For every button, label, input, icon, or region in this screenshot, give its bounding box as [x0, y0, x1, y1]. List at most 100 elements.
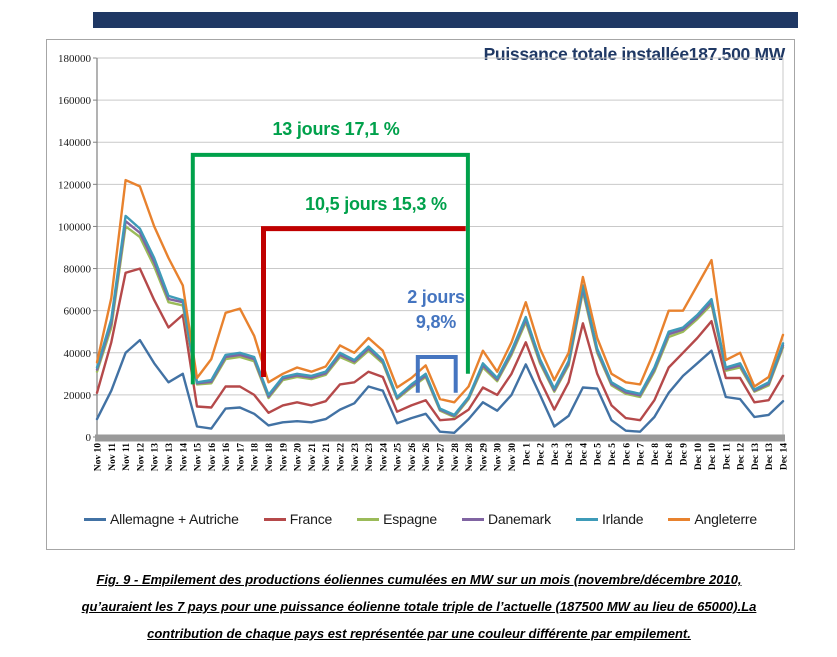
- x-tick-label: Dec 14: [780, 443, 790, 470]
- x-tick-label: Nov 16: [222, 443, 232, 471]
- x-tick-label: Nov 30: [494, 443, 504, 471]
- y-tick-label: 100000: [58, 221, 92, 233]
- x-tick-label: Nov 22: [337, 443, 347, 471]
- series-line-irlande: [95, 214, 785, 417]
- x-tick-label: Nov 17: [236, 443, 246, 471]
- top-decoration-bar: [93, 12, 798, 28]
- legend-label-angleterre: Angleterre: [694, 511, 757, 527]
- bracket-10-5-jours: [261, 226, 466, 377]
- legend-swatch-irlande: [575, 517, 598, 521]
- chart-legend: Allemagne + Autriche France Espagne Dane…: [46, 511, 795, 527]
- x-tick-label: Nov 13: [151, 443, 161, 471]
- caption-line-3: contribution de chaque pays est représen…: [147, 626, 691, 641]
- x-tick-label: Nov 14: [179, 443, 189, 471]
- line-chart: 0 20000 40000 60000 80000 100000 120000 140000 1…: [58, 53, 790, 471]
- series-line-angleterre: [95, 178, 785, 404]
- annotation-13-jours: 13 jours 17,1 %: [272, 119, 400, 139]
- legend-item-espagne: Espagne: [357, 511, 437, 527]
- legend-item-irlande: Irlande: [575, 511, 644, 527]
- legend-item-france: France: [263, 511, 333, 527]
- x-tick-label: Nov 25: [394, 443, 404, 471]
- legend-item-angleterre: Angleterre: [668, 511, 757, 527]
- series-line-allemagne-autriche: [95, 338, 785, 434]
- legend-item-danemark: Danemark: [461, 511, 551, 527]
- chart-frame: [46, 39, 795, 550]
- x-tick-label: Dec 5: [608, 443, 618, 466]
- legend-swatch-allemagne-autriche: [84, 517, 107, 521]
- x-tick-label: Nov 20: [294, 443, 304, 471]
- x-tick-label: Dec 5: [594, 443, 604, 466]
- legend-label-espagne: Espagne: [383, 511, 437, 527]
- legend-swatch-danemark: [461, 517, 484, 521]
- annotation-2-jours: 2 jours 9,8%: [386, 285, 486, 335]
- legend-label-danemark: Danemark: [487, 511, 551, 527]
- x-tick-label: Dec 6: [622, 443, 632, 466]
- x-tick-label: Nov 13: [165, 443, 175, 471]
- y-tick-label: 0: [86, 432, 92, 444]
- x-tick-label: Dec 8: [665, 443, 675, 466]
- x-tick-label: Dec 3: [565, 443, 575, 466]
- x-tick-label: Nov 30: [508, 443, 518, 471]
- x-tick-label: Nov 21: [322, 443, 332, 471]
- y-tick-label: 40000: [64, 348, 92, 360]
- annotation-10-5-jours: 10,5 jours 15,3 %: [305, 194, 447, 214]
- x-tick-label: Dec 10: [708, 443, 718, 470]
- series-line-france: [95, 267, 785, 422]
- bracket-2-jours: [415, 355, 458, 393]
- x-tick-label: Nov 28: [451, 443, 461, 471]
- y-tick-label: 120000: [58, 179, 92, 191]
- legend-swatch-angleterre: [668, 517, 691, 521]
- x-tick-label: Nov 12: [136, 443, 146, 471]
- x-tick-label: Dec 12: [737, 443, 747, 470]
- annotation-2-jours-line2: 9,8%: [415, 312, 457, 332]
- x-tick-label: Nov 27: [437, 443, 447, 471]
- legend-item-allemagne-autriche: Allemagne + Autriche: [84, 511, 239, 527]
- legend-swatch-france: [263, 517, 286, 521]
- legend-label-allemagne-autriche: Allemagne + Autriche: [110, 511, 239, 527]
- x-tick-label: Nov 29: [479, 443, 489, 471]
- x-tick-label: Dec 8: [651, 443, 661, 466]
- x-tick-label: Dec 13: [765, 443, 775, 470]
- x-tick-label: Nov 26: [408, 443, 418, 471]
- x-tick-label: Dec 7: [637, 443, 647, 466]
- x-tick-label: Nov 19: [279, 443, 289, 471]
- x-axis-band: [95, 434, 785, 442]
- y-tick-label: 20000: [64, 390, 92, 402]
- x-tick-label: Nov 18: [251, 443, 261, 471]
- x-tick-label: Nov 15: [194, 443, 204, 471]
- x-tick-label: Dec 9: [680, 443, 690, 466]
- x-tick-label: Dec 13: [751, 443, 761, 470]
- y-tick-label: 80000: [64, 264, 92, 276]
- legend-label-france: France: [289, 511, 333, 527]
- bracket-13-jours: [190, 152, 470, 385]
- chart-title: Puissance totale installée187.500 MW: [483, 44, 786, 64]
- x-tick-label: Nov 11: [108, 443, 118, 471]
- x-tick-label: Dec 10: [694, 443, 704, 470]
- legend-label-irlande: Irlande: [601, 511, 644, 527]
- x-tick-label: Dec 2: [537, 443, 547, 466]
- y-tick-label: 140000: [58, 137, 92, 149]
- x-tick-label: Dec 11: [722, 443, 732, 470]
- x-tick-label: Dec 1: [522, 443, 532, 466]
- x-tick-label: Dec 3: [551, 443, 561, 466]
- x-tick-label: Nov 24: [379, 443, 389, 471]
- x-tick-label: Nov 28: [465, 443, 475, 471]
- y-tick-label: 60000: [64, 306, 92, 318]
- x-tick-label: Nov 23: [351, 443, 361, 471]
- x-tick-label: Nov 10: [94, 443, 104, 471]
- y-tick-label: 180000: [58, 53, 92, 65]
- x-tick-label: Nov 16: [208, 443, 218, 471]
- caption-line-1: Fig. 9 - Empilement des productions éoli…: [96, 572, 742, 587]
- x-tick-label: Dec 4: [579, 443, 589, 466]
- y-tick-label: 160000: [58, 95, 92, 107]
- x-tick-label: Nov 11: [122, 443, 132, 471]
- x-tick-label: Nov 23: [365, 443, 375, 471]
- legend-swatch-espagne: [357, 517, 380, 521]
- x-tick-label: Nov 26: [422, 443, 432, 471]
- x-tick-label: Nov 21: [308, 443, 318, 471]
- caption-line-2: qu’auraient les 7 pays pour une puissanc…: [81, 599, 757, 614]
- annotation-2-jours-line1: 2 jours: [407, 287, 465, 307]
- x-tick-label: Nov 18: [265, 443, 275, 471]
- figure-caption: Fig. 9 - Empilement des productions éoli…: [38, 566, 800, 647]
